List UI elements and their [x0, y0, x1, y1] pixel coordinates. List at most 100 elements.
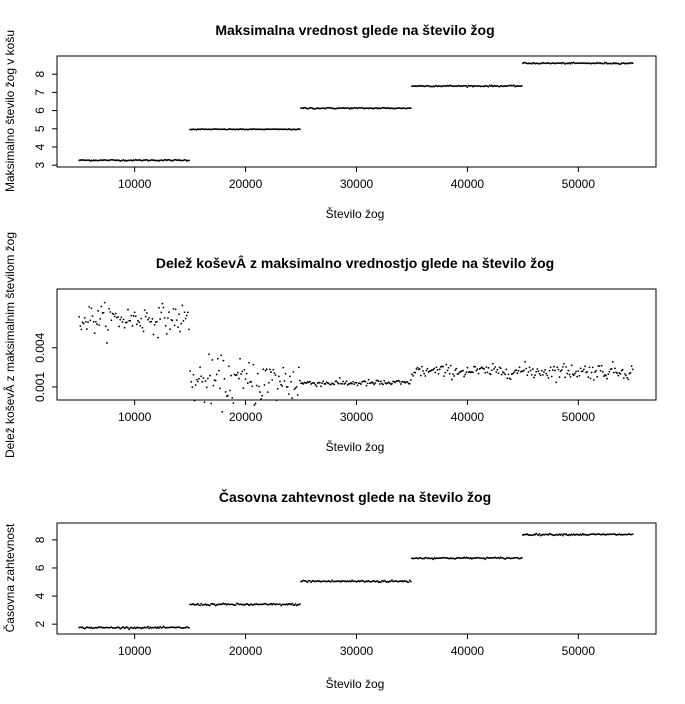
data-point: [464, 373, 467, 376]
data-point: [627, 378, 630, 381]
data-point: [360, 383, 362, 385]
data-point: [335, 380, 338, 383]
data-point: [275, 399, 278, 402]
data-point: [145, 312, 148, 314]
data-point: [208, 353, 210, 356]
data-point: [380, 380, 382, 383]
data-point: [122, 318, 125, 321]
data-point: [112, 313, 115, 316]
data-point: [333, 383, 336, 386]
data-point: [185, 314, 188, 317]
data-point: [153, 323, 156, 326]
data-point: [235, 373, 238, 376]
data-point: [324, 383, 327, 385]
data-point: [564, 376, 566, 379]
data-point: [602, 62, 605, 65]
data-point: [619, 373, 622, 375]
data-point: [133, 311, 136, 314]
data-point: [274, 374, 277, 377]
data-point: [180, 322, 183, 325]
data-point: [151, 317, 154, 320]
data-point: [607, 373, 610, 376]
data-point: [113, 315, 116, 318]
data-point: [435, 366, 438, 369]
data-point: [448, 372, 451, 375]
data-point: [484, 558, 487, 561]
data-point: [157, 336, 159, 339]
data-point: [160, 311, 163, 314]
data-point: [432, 558, 434, 561]
data-point: [245, 372, 248, 375]
data-point: [487, 366, 490, 369]
data-point: [515, 369, 518, 372]
data-point: [293, 388, 296, 391]
data-point: [418, 368, 421, 370]
data-point: [155, 320, 158, 323]
x-tick-label: 30000: [340, 177, 374, 191]
data-point: [568, 373, 571, 376]
data-point: [353, 383, 356, 386]
y-tick-label: 7: [33, 89, 47, 96]
data-point: [292, 370, 295, 373]
data-point: [331, 579, 333, 582]
data-point: [161, 302, 164, 305]
data-point: [512, 372, 514, 375]
data-point: [125, 321, 128, 324]
data-points: [78, 301, 634, 413]
data-point: [449, 364, 452, 367]
y-tick-label: 5: [33, 125, 47, 132]
data-point: [107, 329, 109, 331]
data-point: [189, 370, 192, 372]
data-point: [547, 377, 550, 379]
data-point: [147, 625, 149, 628]
data-point: [586, 370, 589, 373]
data-point: [574, 372, 576, 375]
data-point: [373, 383, 376, 386]
data-point: [179, 330, 182, 333]
data-point: [254, 402, 257, 405]
data-point: [466, 366, 469, 369]
data-point: [553, 365, 555, 368]
data-point: [269, 368, 271, 371]
x-tick-label: 50000: [562, 644, 596, 658]
data-point: [234, 604, 237, 606]
data-point: [462, 369, 464, 372]
data-point: [559, 370, 562, 373]
y-tick-label: 4: [33, 143, 47, 150]
data-point: [242, 387, 245, 390]
data-point: [592, 379, 595, 381]
data-point: [437, 372, 440, 375]
data-point: [318, 381, 321, 384]
data-point: [612, 371, 615, 374]
data-point: [516, 372, 519, 374]
data-point: [496, 368, 499, 371]
data-point: [291, 602, 294, 605]
data-point: [490, 369, 493, 372]
data-point: [131, 325, 134, 327]
data-point: [177, 326, 179, 329]
x-tick-label: 20000: [229, 644, 263, 658]
data-point: [240, 373, 243, 375]
data-point: [409, 580, 412, 583]
data-point: [376, 580, 379, 582]
data-point: [200, 375, 203, 378]
data-point: [181, 304, 184, 307]
data-point: [80, 328, 83, 331]
x-tick-label: 10000: [118, 644, 152, 658]
data-point: [257, 385, 260, 388]
data-point: [500, 373, 503, 376]
data-point: [239, 357, 241, 360]
data-point: [529, 369, 532, 372]
data-point: [108, 307, 111, 310]
data-point: [492, 362, 494, 365]
y-tick-label: 8: [33, 71, 47, 78]
data-point: [345, 380, 348, 383]
data-point: [273, 372, 276, 375]
data-point: [528, 366, 531, 369]
data-point: [214, 379, 217, 382]
data-point: [551, 369, 554, 371]
data-point: [120, 316, 123, 319]
data-point: [93, 332, 96, 335]
data-point: [348, 108, 351, 110]
data-point: [538, 533, 541, 535]
